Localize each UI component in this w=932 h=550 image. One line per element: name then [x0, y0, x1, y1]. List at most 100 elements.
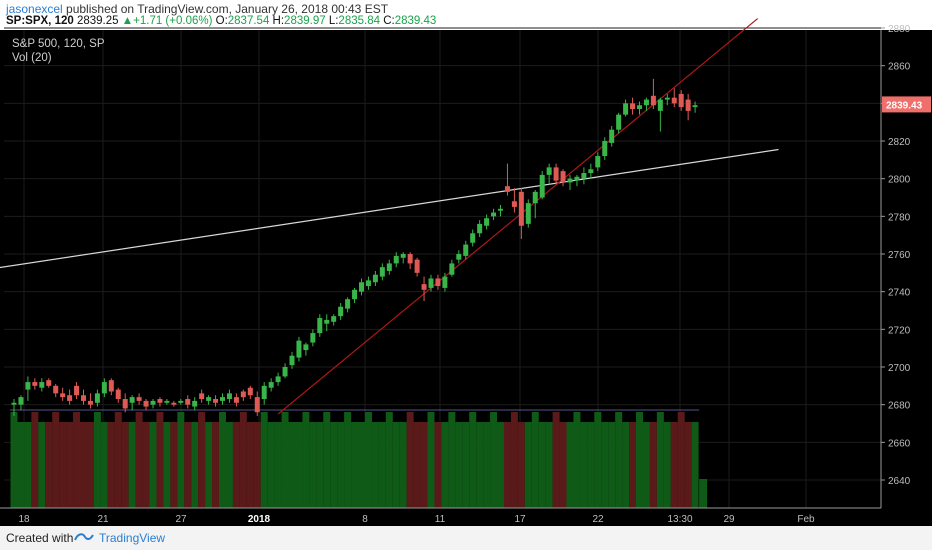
candle-body: [664, 97, 670, 100]
volume-bar: [66, 422, 74, 508]
candle-body: [623, 103, 629, 115]
volume-bar: [38, 422, 46, 508]
volume-bar: [524, 422, 532, 508]
volume-bar: [45, 422, 53, 508]
candle-body: [546, 167, 552, 175]
volume-bar: [323, 412, 331, 508]
time-axis-tick-label: 29: [723, 514, 735, 525]
candle-body: [25, 382, 31, 390]
volume-bar: [427, 412, 435, 508]
candle-body: [289, 355, 295, 366]
candle-body: [115, 389, 121, 400]
candle-body: [18, 397, 24, 405]
price-axis-tick-label: 2680: [888, 401, 911, 412]
candle-body: [504, 186, 510, 192]
price-axis-tick-label: 2860: [888, 62, 911, 73]
trendline: [0, 148, 779, 269]
volume-bar: [170, 422, 178, 508]
volume-bar: [663, 422, 671, 508]
volume-bar: [232, 422, 240, 508]
volume-bar: [580, 422, 588, 508]
candle-body: [470, 233, 476, 243]
candle-body: [282, 367, 288, 377]
volume-bar: [100, 422, 108, 508]
volume-bar: [267, 422, 275, 508]
candle-body: [491, 212, 497, 217]
volume-bar: [649, 422, 657, 508]
candle-body: [560, 171, 566, 183]
publish-info: jasonexcel published on TradingView.com,…: [6, 2, 388, 16]
candle-body: [671, 97, 677, 104]
close-label: C:: [383, 15, 395, 27]
volume-bar: [378, 422, 386, 508]
candle-body: [345, 299, 351, 309]
candle-body: [602, 141, 608, 157]
volume-bar: [337, 422, 345, 508]
volume-bar: [135, 412, 143, 508]
volume-bar: [225, 422, 233, 508]
candle-body: [122, 399, 128, 409]
candle-body: [317, 318, 323, 334]
candle-body: [192, 400, 198, 407]
created-with-text: Created with: [6, 531, 74, 545]
candle-body: [32, 382, 38, 386]
candle-body: [359, 282, 364, 292]
price-axis-tick-label: 2780: [888, 212, 911, 223]
change-value: +1.71 (+0.06%): [133, 15, 213, 27]
volume-bar: [253, 422, 261, 508]
candle-body: [247, 387, 253, 396]
volume-bar: [684, 422, 692, 508]
candle-body: [164, 400, 170, 403]
high-label: H:: [272, 15, 285, 27]
candle-body: [254, 397, 260, 413]
volume-bar: [205, 422, 213, 508]
volume-bar: [559, 422, 567, 508]
last-price-tag: [882, 96, 931, 113]
candle-body: [414, 259, 420, 273]
volume-bar: [177, 412, 185, 508]
candle-body: [87, 400, 93, 405]
candle-body: [324, 319, 330, 324]
candle-body: [692, 105, 698, 108]
high-value: 2839.97: [284, 15, 326, 27]
volume-bar: [59, 422, 67, 508]
time-axis-tick-label: 8: [362, 514, 368, 525]
tradingview-logo-icon[interactable]: [74, 530, 94, 544]
volume-bar: [295, 422, 303, 508]
candle-body: [157, 399, 163, 403]
volume-bar: [184, 422, 192, 508]
candle-body: [303, 344, 309, 351]
volume-bar: [670, 422, 678, 508]
candle-body: [331, 316, 337, 322]
candle-body: [67, 395, 73, 401]
volume-bar: [351, 422, 359, 508]
candle-body: [678, 93, 684, 108]
volume-bar: [677, 412, 685, 508]
volume-bar: [121, 422, 129, 508]
volume-bar: [17, 422, 25, 508]
candle-body: [379, 267, 385, 277]
candle-body: [53, 385, 59, 394]
volume-bar: [260, 412, 268, 508]
volume-bar: [608, 422, 616, 508]
candle-body: [511, 201, 517, 207]
volume-bar: [219, 412, 226, 508]
volume-bar: [566, 422, 574, 508]
author-link[interactable]: jasonexcel: [6, 2, 63, 16]
published-text: published on TradingView.com, January 26…: [62, 2, 389, 16]
volume-bar: [163, 422, 171, 508]
last-price-tag-label: 2839.43: [886, 100, 923, 111]
candle-body: [393, 255, 399, 264]
tradingview-brand-link[interactable]: TradingView: [99, 531, 166, 545]
candle-body: [206, 397, 212, 401]
volume-bar: [142, 422, 150, 508]
low-label: L:: [328, 15, 339, 27]
candle-body: [595, 156, 601, 168]
open-label: O:: [215, 15, 228, 27]
volume-bar: [503, 422, 511, 508]
volume-bar: [497, 422, 504, 508]
volume-bar: [274, 422, 282, 508]
candle-body: [268, 382, 274, 388]
candle-body: [650, 95, 656, 106]
